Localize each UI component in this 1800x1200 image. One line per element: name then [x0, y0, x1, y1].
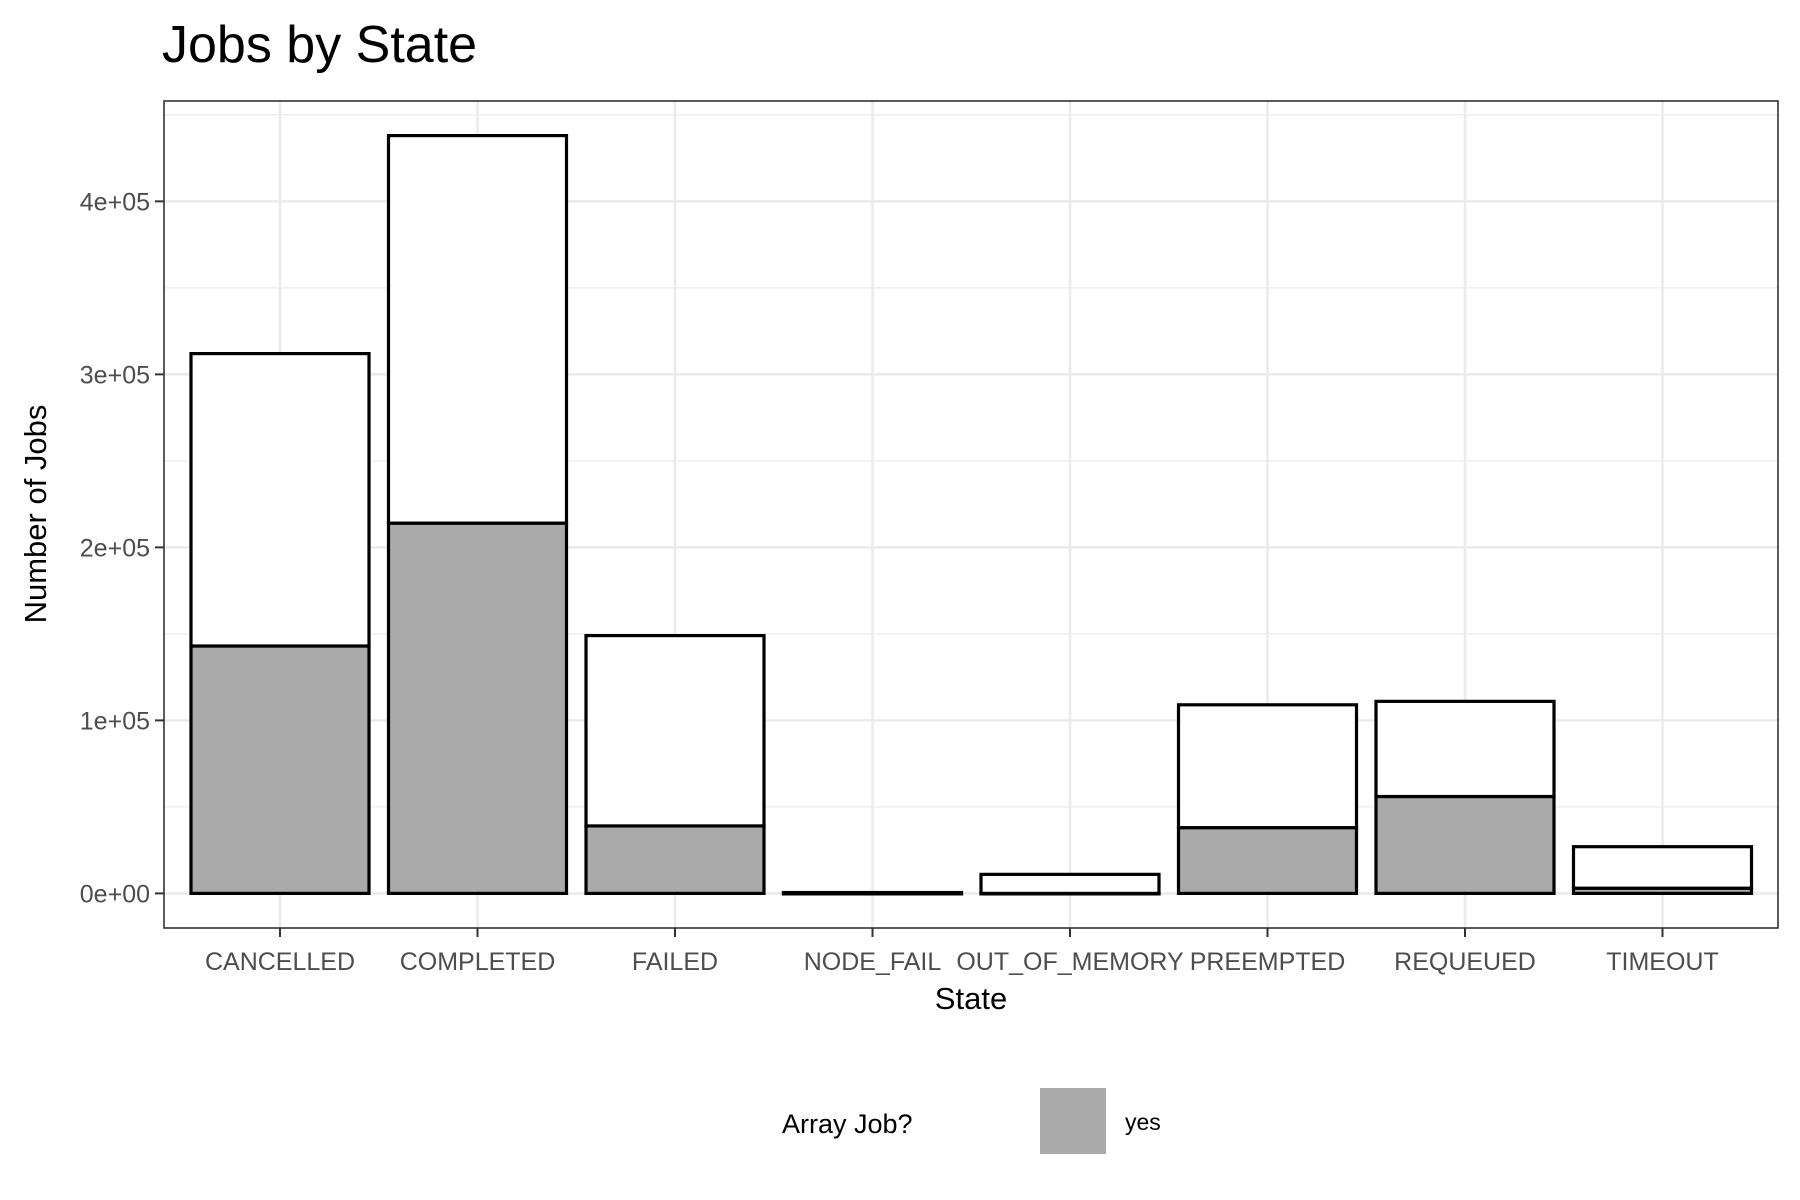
y-tick-label: 1e+05	[80, 707, 150, 735]
bar-yes-preempted	[1176, 826, 1359, 895]
y-axis-title: Number of Jobs	[18, 405, 53, 624]
x-tick-label: PREEMPTED	[1190, 948, 1346, 976]
legend: Array Job? yes	[782, 1088, 1161, 1154]
bar-other-completed	[386, 134, 569, 525]
legend-key-yes	[1040, 1088, 1106, 1154]
bar-other-out-of-memory	[979, 872, 1161, 895]
bar-other-timeout	[1571, 845, 1754, 890]
x-tick-label: NODE_FAIL	[804, 948, 942, 976]
bar-other-node-fail	[781, 890, 964, 895]
chart-title: Jobs by State	[162, 16, 477, 74]
bar-other-preempted	[1176, 703, 1359, 830]
legend-title: Array Job?	[782, 1109, 913, 1139]
bar-yes-failed	[584, 824, 766, 895]
y-tick-label: 4e+05	[80, 188, 150, 216]
x-tick-label: OUT_OF_MEMORY	[956, 948, 1184, 976]
bar-yes-completed	[386, 521, 569, 895]
bar-yes-requeued	[1374, 794, 1556, 895]
bar-yes-cancelled	[189, 644, 371, 895]
bar-other-cancelled	[189, 351, 371, 648]
legend-label-yes: yes	[1125, 1109, 1161, 1135]
y-axis: 0e+00 1e+05 2e+05 3e+05 4e+05	[80, 188, 164, 908]
x-tick-label: TIMEOUT	[1606, 948, 1719, 976]
bar-other-requeued	[1374, 699, 1556, 799]
bars	[189, 134, 1754, 896]
x-tick-label: COMPLETED	[400, 948, 556, 976]
x-axis-title: State	[935, 981, 1007, 1016]
y-tick-label: 3e+05	[80, 361, 150, 389]
x-tick-label: CANCELLED	[205, 948, 355, 976]
y-tick-label: 2e+05	[80, 534, 150, 562]
x-tick-label: FAILED	[632, 948, 718, 976]
plot-border	[163, 100, 1779, 929]
bar-other-failed	[584, 634, 766, 828]
x-tick-label: REQUEUED	[1394, 948, 1536, 976]
y-tick-label: 0e+00	[80, 880, 150, 908]
x-axis: CANCELLED COMPLETED FAILED NODE_FAIL OUT_OF_…	[205, 928, 1719, 976]
